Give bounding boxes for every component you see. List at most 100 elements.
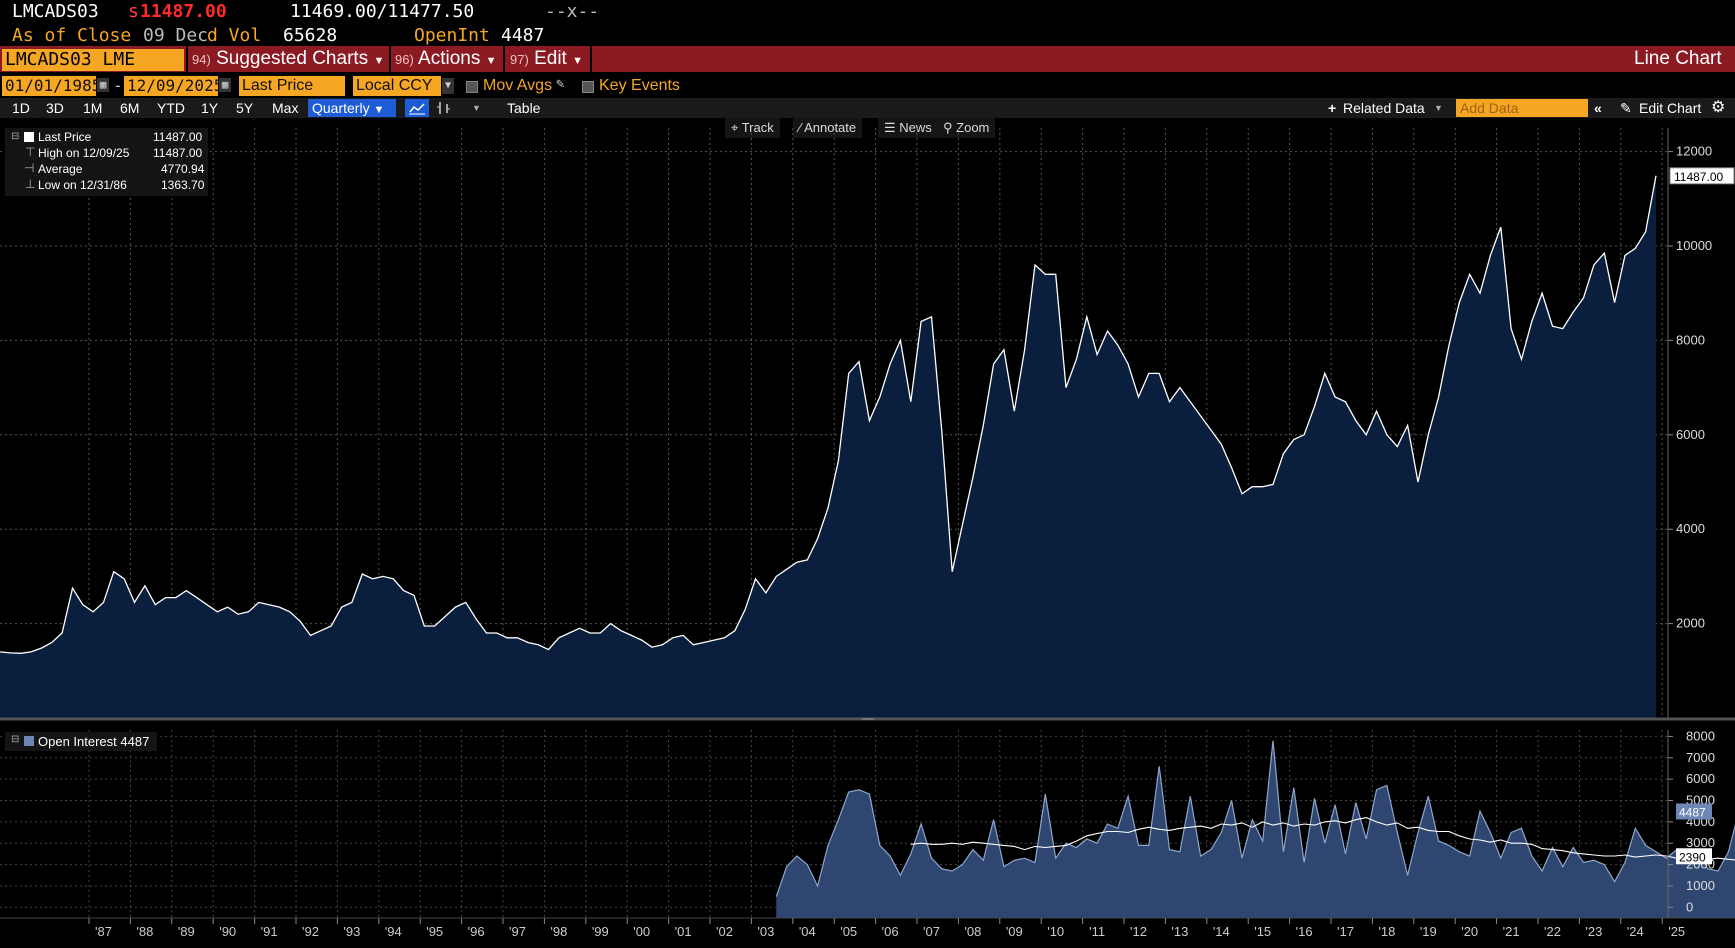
edit-button[interactable]: 97) Edit ▼ xyxy=(510,48,583,70)
mov-avgs-label[interactable]: Mov Avgs xyxy=(483,77,553,94)
suggested-charts-label: Suggested Charts xyxy=(216,48,369,69)
toolbar-divider xyxy=(503,46,505,72)
table-button[interactable]: Table xyxy=(507,100,541,116)
x-tick-label: '04 xyxy=(799,924,816,939)
x-tick-label: '92 xyxy=(302,924,319,939)
legend-average-value: 4770.94 xyxy=(161,162,205,176)
y-tick-label: 7000 xyxy=(1686,750,1715,765)
zoom-tool[interactable]: ⚲ Zoom xyxy=(937,118,996,138)
bid-ask: 11469.00/11477.50 xyxy=(290,1,475,22)
pencil-icon[interactable]: ✎ xyxy=(1620,100,1632,116)
legend-low-value: 1363.70 xyxy=(161,178,205,192)
x-tick-label: '06 xyxy=(882,924,899,939)
price-legend[interactable]: ⊟ Last Price 11487.00 ⊤ High on 12/09/25… xyxy=(5,128,208,196)
collapse-icon[interactable]: « xyxy=(1594,100,1602,116)
y-tick-label: 8000 xyxy=(1676,332,1705,347)
period-1m[interactable]: 1M xyxy=(83,100,103,116)
chevron-down-icon[interactable]: ▼ xyxy=(472,103,481,113)
price-prefix: s xyxy=(128,1,139,22)
x-tick-label: '07 xyxy=(923,924,940,939)
edit-chart-button[interactable]: Edit Chart xyxy=(1639,100,1702,116)
price-line xyxy=(0,175,1657,654)
suggested-charts-button[interactable]: 94) Suggested Charts ▼ xyxy=(192,48,384,70)
close-date: 09 Dec xyxy=(143,25,209,46)
oi-line xyxy=(775,740,1735,897)
bar-chart-icon[interactable] xyxy=(434,99,454,117)
track-tool[interactable]: ⌖ Track xyxy=(725,118,780,138)
collapse-icon[interactable]: ⊟ xyxy=(11,734,20,745)
field-select[interactable]: Last Price xyxy=(239,76,345,96)
pencil-icon[interactable]: ✎ xyxy=(556,76,565,92)
value-labels: 11487.00 4487 2390 xyxy=(1669,167,1735,865)
x-tick-label: '98 xyxy=(550,924,567,939)
x-tick-label: '90 xyxy=(219,924,236,939)
x-tick-label: '88 xyxy=(136,924,153,939)
chart-controls: 01/01/1985 ▦ - 12/09/2025 ▦ Last Price L… xyxy=(0,76,1735,98)
period-5y[interactable]: 5Y xyxy=(236,100,254,116)
legend-average-label: Average xyxy=(38,162,83,176)
x-tick-label: '01 xyxy=(675,924,692,939)
key-events-checkbox[interactable] xyxy=(582,81,594,93)
x-tick-label: '14 xyxy=(1213,924,1230,939)
menu-number: 97) xyxy=(510,52,529,67)
actions-button[interactable]: 96) Actions ▼ xyxy=(395,48,497,70)
oi-legend[interactable]: ⊟ Open Interest 4487 xyxy=(5,732,157,751)
dropdown-caret-icon: ▼ xyxy=(373,55,385,67)
price-chart[interactable]: 2000 4000 6000 8000 10000 12000 0 1000 2000 3000… xyxy=(0,118,1735,948)
x-tick-label: '13 xyxy=(1171,924,1188,939)
line-chart-icon[interactable] xyxy=(405,99,429,117)
period-max[interactable]: Max xyxy=(272,100,299,116)
y-tick-label: 3000 xyxy=(1686,835,1715,850)
legend-high-value: 11487.00 xyxy=(153,146,203,160)
news-icon: ☰ xyxy=(884,120,896,135)
chevron-down-icon[interactable]: ▼ xyxy=(1434,103,1443,113)
x-tick-label: '18 xyxy=(1378,924,1395,939)
actions-label: Actions xyxy=(418,48,481,69)
y-tick-label: 0 xyxy=(1686,899,1693,914)
dropdown-caret-icon: ▼ xyxy=(572,55,583,67)
period-ytd[interactable]: YTD xyxy=(157,100,185,116)
period-6m[interactable]: 6M xyxy=(120,100,140,116)
add-data-input[interactable]: Add Data xyxy=(1456,99,1588,117)
x-tick-label: '12 xyxy=(1130,924,1147,939)
legend-high-label: High on 12/09/25 xyxy=(38,146,130,160)
period-1y[interactable]: 1Y xyxy=(201,100,219,116)
x-tick-label: '10 xyxy=(1047,924,1064,939)
legend-last-price-label: Last Price xyxy=(38,130,92,144)
x-tick-label: '08 xyxy=(964,924,981,939)
x-tick-label: '17 xyxy=(1337,924,1354,939)
x-tick-label: '91 xyxy=(261,924,278,939)
end-date-input[interactable]: 12/09/2025 xyxy=(124,76,223,96)
y-tick-label: 2000 xyxy=(1676,616,1705,631)
start-date-input[interactable]: 01/01/1985 xyxy=(2,76,101,96)
currency-select[interactable]: Local CCY xyxy=(353,76,441,96)
series-swatch xyxy=(24,736,34,746)
x-tick-label: '99 xyxy=(592,924,609,939)
key-events-label[interactable]: Key Events xyxy=(599,77,680,94)
gear-icon[interactable]: ⚙ xyxy=(1711,99,1726,116)
calendar-icon[interactable]: ▦ xyxy=(219,78,231,92)
chevron-down-icon[interactable]: ▼ xyxy=(442,78,454,94)
x-tick-label: '15 xyxy=(1254,924,1271,939)
security-field[interactable]: LMCADS03 LME Comdty xyxy=(2,49,184,71)
x-tick-label: '21 xyxy=(1503,924,1520,939)
last-price-tag xyxy=(1669,167,1735,185)
zoom-label: Zoom xyxy=(956,120,990,135)
x-tick-label: '24 xyxy=(1627,924,1644,939)
period-1d[interactable]: 1D xyxy=(12,100,30,116)
period-3d[interactable]: 3D xyxy=(46,100,64,116)
collapse-icon[interactable]: ⊟ xyxy=(11,131,20,142)
calendar-icon[interactable]: ▦ xyxy=(97,78,109,92)
news-tool[interactable]: ☰ News xyxy=(878,118,938,138)
plus-icon[interactable]: + xyxy=(1328,100,1337,116)
close-info: As of Close 09 Dec d Vol 65628 OpenInt 4… xyxy=(0,24,1735,46)
mov-avgs-checkbox[interactable] xyxy=(466,81,478,93)
annotate-tool[interactable]: ⁄ Annotate xyxy=(793,118,863,138)
crosshair-icon: ⌖ xyxy=(731,120,739,135)
annotate-label: Annotate xyxy=(804,120,857,135)
x-axis: '87 '88 '89 '90 '91 '92 '93 '94 '95 '96 '97 '98 '99 '… xyxy=(88,918,1685,939)
related-data-button[interactable]: Related Data xyxy=(1343,100,1425,116)
frequency-select[interactable]: Quarterly ▼ xyxy=(308,99,396,117)
ticker: LMCADS03 xyxy=(12,1,99,22)
chart-type-label[interactable]: Line Chart xyxy=(1634,48,1722,69)
